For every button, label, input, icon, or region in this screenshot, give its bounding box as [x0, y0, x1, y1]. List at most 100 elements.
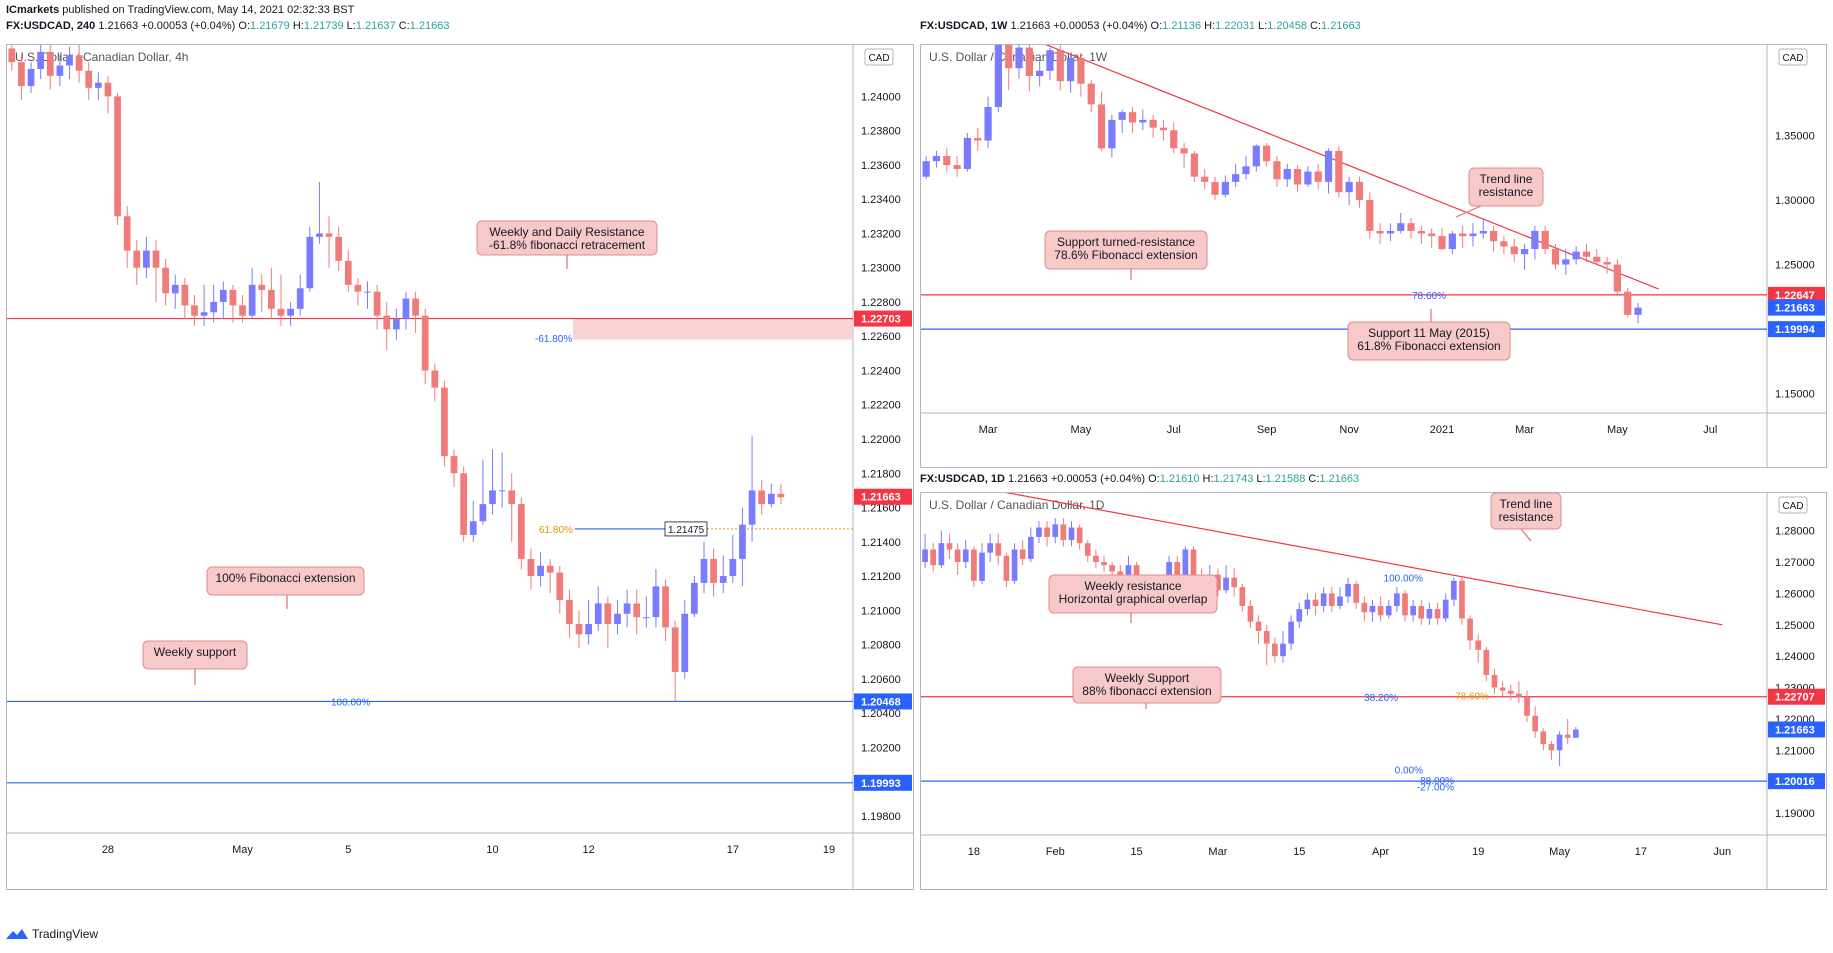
candle-body: [922, 549, 928, 563]
high-1d: 1.21743: [1213, 473, 1254, 485]
candle-body: [431, 370, 439, 388]
chart-panel-1d[interactable]: U.S. Dollar / Canadian Dollar, 1D CAD 1.28…: [920, 492, 1827, 890]
open-1d: 1.21610: [1159, 473, 1200, 485]
callout-text: Trend line: [1500, 497, 1553, 511]
candle-body: [1540, 731, 1547, 745]
callout-text: Support 11 May (2015): [1368, 326, 1490, 340]
candle-body: [1410, 605, 1416, 616]
x-tick-label: Mar: [979, 424, 998, 436]
candle-body: [1180, 148, 1188, 154]
candle-body: [1499, 687, 1506, 691]
candle-body: [537, 565, 544, 577]
candle-body: [1438, 236, 1446, 250]
c-label: C:: [1308, 473, 1320, 485]
currency-box: [1778, 496, 1808, 514]
x-tick-label: May: [1549, 846, 1570, 858]
candle-body: [162, 267, 169, 294]
low-4h: 1.21637: [355, 20, 396, 32]
candle-body: [979, 552, 985, 581]
candle-body: [953, 165, 961, 169]
candle-body: [1159, 127, 1168, 131]
candle-body: [1093, 555, 1099, 563]
candle-body: [1507, 690, 1514, 694]
tradingview-brand[interactable]: TradingView: [6, 927, 98, 941]
x-tick-label: 5: [345, 844, 351, 856]
level-price-label: 1.19994: [1775, 324, 1816, 336]
y-tick-label: 1.21800: [861, 468, 901, 480]
y-tick-label: 1.24000: [1775, 651, 1815, 663]
callout-box: [1072, 666, 1222, 704]
current-price-label: 1.21663: [861, 492, 901, 504]
chart-1d-svg[interactable]: U.S. Dollar / Canadian Dollar, 1D CAD 1.28…: [921, 493, 1826, 889]
change-4h: +0.00053 (+0.04%): [141, 20, 236, 32]
candle-body: [932, 156, 941, 162]
callout-box: [206, 566, 365, 596]
candle-body: [1109, 565, 1116, 572]
level-price-tag: [1768, 286, 1825, 303]
candle-body: [364, 291, 371, 293]
candle-body: [1215, 574, 1221, 591]
candle-body: [954, 549, 961, 563]
candle-body: [85, 70, 93, 88]
candle-body: [1263, 631, 1270, 644]
candle-body: [1459, 233, 1467, 237]
y-tick-label: 1.22800: [861, 297, 901, 309]
y-tick-label: 1.20200: [861, 742, 901, 754]
candle-body: [1015, 47, 1023, 69]
candle-body: [962, 549, 969, 563]
candle-body: [1211, 181, 1219, 195]
h-label: H:: [292, 20, 304, 32]
candle-body: [1280, 643, 1286, 657]
candle-body: [316, 233, 323, 237]
callout-text: 100% Fibonacci extension: [215, 571, 355, 585]
publisher-name[interactable]: ICmarkets: [6, 4, 60, 16]
candle-body: [700, 558, 708, 583]
candle-body: [306, 236, 314, 289]
chart-panel-4h[interactable]: U.S. Dollar / Canadian Dollar, 4h CAD 1.24…: [6, 44, 914, 890]
candle-body: [729, 558, 737, 577]
ohlc-line-1d: FX:USDCAD, 1D 1.21663 +0.00053 (+0.04%) …: [920, 473, 1359, 485]
candle-body: [1397, 223, 1405, 231]
candle-body: [517, 504, 525, 559]
publish-line: ICmarkets published on TradingView.com, …: [6, 4, 354, 16]
level-price-tag: [854, 310, 912, 327]
candle-body: [556, 572, 564, 601]
candle-body: [1044, 527, 1050, 537]
candle-body: [1551, 249, 1560, 265]
chart-panel-1w[interactable]: U.S. Dollar / Canadian Dollar, 1W CAD 1.35…: [920, 44, 1827, 468]
candle-body: [1288, 621, 1294, 644]
candle-body: [1369, 605, 1376, 613]
chart-1w-svg[interactable]: U.S. Dollar / Canadian Dollar, 1W CAD1.35…: [921, 45, 1826, 467]
candle-body: [287, 308, 294, 316]
candle-body: [1272, 643, 1278, 657]
candle-body: [1312, 599, 1319, 606]
candle-body: [354, 284, 362, 292]
candle-body: [1532, 715, 1539, 732]
candle-body: [1491, 674, 1498, 688]
callout-box: [476, 220, 658, 256]
candle-body: [1516, 693, 1522, 697]
price-1d: 1.21663: [1008, 473, 1048, 485]
candle-body: [450, 456, 458, 474]
x-tick-label: 17: [727, 844, 739, 856]
callout-text: Trend line: [1480, 172, 1533, 186]
chart-4h-svg[interactable]: U.S. Dollar / Canadian Dollar, 4h CAD 1.24…: [7, 45, 913, 889]
currency-box: [864, 48, 894, 66]
y-tick-label: 1.19000: [1775, 808, 1815, 820]
candle-body: [1077, 57, 1085, 84]
candle-body: [1520, 249, 1529, 255]
l-label: L:: [346, 20, 356, 32]
fib-label: -27.00%: [1417, 782, 1454, 793]
candle-body: [1056, 50, 1064, 82]
brand-label: TradingView: [32, 927, 99, 941]
candle-body: [1556, 734, 1563, 751]
candle-body: [1003, 555, 1010, 581]
candle-body: [1139, 119, 1147, 123]
h-label: H:: [1202, 473, 1214, 485]
candle-body: [143, 250, 150, 268]
candle-body: [219, 289, 227, 302]
candle-body: [1190, 153, 1199, 177]
candle-body: [995, 543, 1002, 556]
candle-body: [1345, 583, 1351, 597]
candle-body: [46, 51, 54, 76]
